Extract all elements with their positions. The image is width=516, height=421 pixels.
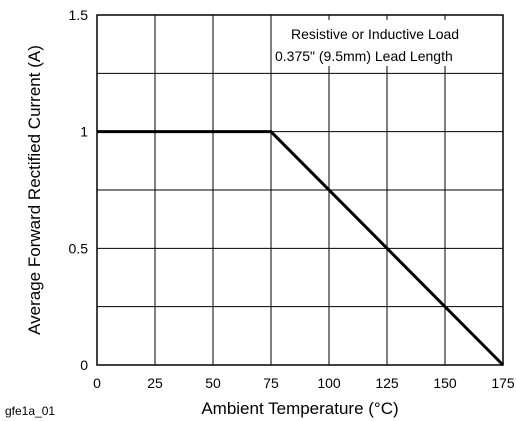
y-tick-label: 0.5: [69, 240, 89, 256]
x-tick-label: 150: [433, 375, 457, 391]
x-tick-label: 25: [147, 375, 163, 391]
x-tick-label: 100: [317, 375, 341, 391]
annotation-background: [279, 20, 501, 66]
tick-labels: 0 25 50 75 100 125 150 175 0 0.5 1 1.5: [69, 7, 515, 391]
x-tick-label: 75: [263, 375, 279, 391]
x-tick-label: 0: [93, 375, 101, 391]
y-tick-label: 1.5: [69, 7, 89, 23]
annotation-lead-length: 0.375" (9.5mm) Lead Length: [275, 48, 453, 64]
y-axis-title: Average Forward Rectified Current (A): [25, 45, 44, 335]
annotation-load: Resistive or Inductive Load: [291, 26, 459, 42]
y-tick-label: 0: [80, 357, 88, 373]
grid: [97, 15, 503, 365]
plot-frame: [96, 14, 504, 366]
annotation-box: Resistive or Inductive Load 0.375" (9.5m…: [275, 20, 501, 66]
x-axis-title: Ambient Temperature (°C): [201, 399, 398, 418]
figure-id-label: gfe1a_01: [5, 404, 55, 418]
plot-border: [96, 14, 504, 366]
x-tick-label: 50: [205, 375, 221, 391]
x-tick-label: 175: [491, 375, 515, 391]
x-tick-label: 125: [375, 375, 399, 391]
derating-curve-line: [97, 130, 505, 367]
y-tick-label: 1: [80, 124, 88, 140]
series-group: [97, 130, 505, 367]
